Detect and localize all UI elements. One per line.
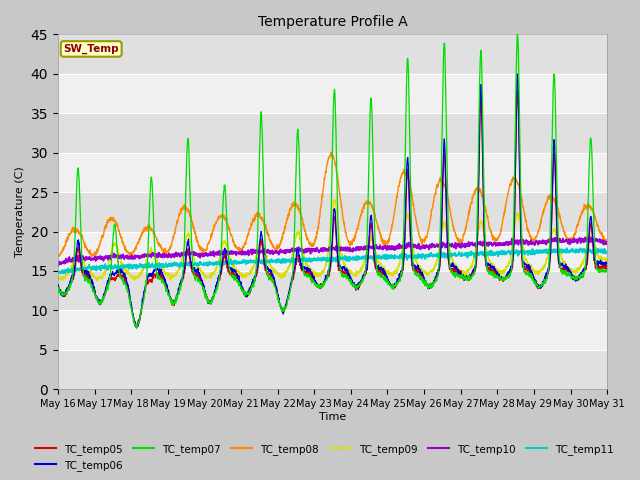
Title: Temperature Profile A: Temperature Profile A: [258, 15, 408, 29]
Y-axis label: Temperature (C): Temperature (C): [15, 167, 25, 257]
Legend: TC_temp05, TC_temp06, TC_temp07, TC_temp08, TC_temp09, TC_temp10, TC_temp11: TC_temp05, TC_temp06, TC_temp07, TC_temp…: [31, 439, 618, 475]
X-axis label: Time: Time: [319, 412, 346, 422]
Bar: [58, 350, 607, 389]
Bar: [58, 192, 607, 231]
Text: SW_Temp: SW_Temp: [63, 44, 119, 54]
Bar: [58, 271, 607, 311]
Bar: [58, 35, 607, 74]
Bar: [58, 113, 607, 153]
